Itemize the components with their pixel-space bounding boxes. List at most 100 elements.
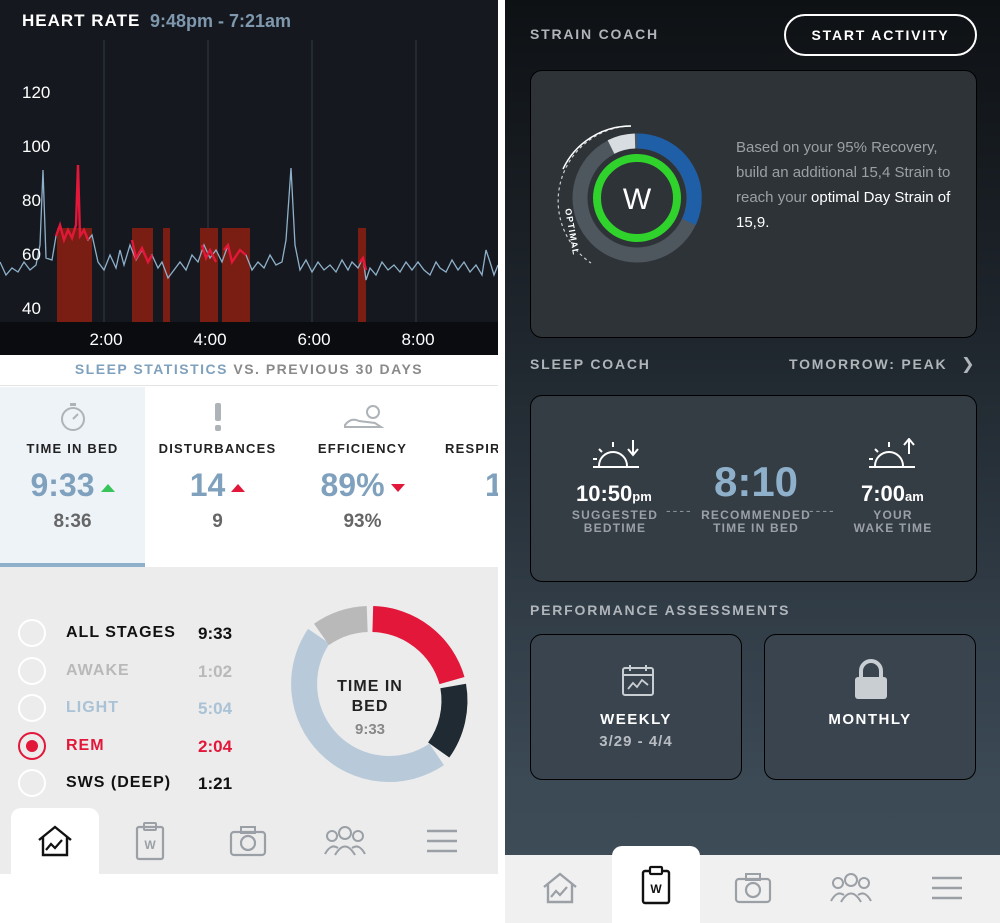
stage-name: REM: [66, 737, 105, 754]
svg-text:W: W: [144, 838, 156, 852]
monthly-title: MONTHLY: [828, 711, 912, 728]
stat-label: EFFICIENCY: [317, 441, 408, 456]
stage-radio[interactable]: [18, 694, 46, 722]
menu-icon: [932, 876, 962, 900]
hr-rem-line: [223, 242, 247, 265]
nav-coach[interactable]: W: [612, 846, 700, 923]
hr-rem-line: [130, 239, 154, 265]
hr-y-tick: 60: [22, 245, 41, 264]
nav-team[interactable]: [807, 855, 895, 921]
stage-light[interactable]: LIGHT 5:04: [18, 694, 258, 724]
hr-x-tick: 8:00: [401, 330, 434, 349]
sleep-coach-card[interactable]: 10:50pm SUGGESTED BEDTIME ---- 8:10 RECOM…: [530, 395, 977, 582]
strain-gauge: W OPTIMAL: [557, 125, 702, 264]
screen-divider: [498, 0, 505, 923]
hr-rem-band: [57, 228, 92, 322]
nav-menu[interactable]: [903, 855, 991, 921]
suggested-bedtime: 10:50pm: [576, 481, 652, 506]
optimal-solid-arc: [562, 125, 632, 170]
nav-coach[interactable]: W: [106, 808, 194, 874]
menu-icon: [427, 829, 457, 853]
stage-radio[interactable]: [18, 657, 46, 685]
lock-icon: [855, 659, 887, 699]
stage-name: LIGHT: [66, 699, 119, 716]
sleep-screen: 120 100 80 60 40 2:00 4:00 6:00 8:00 HEART RATE …: [0, 0, 498, 923]
chevron-right-icon: ❯: [961, 356, 977, 373]
hr-x-tick: 4:00: [193, 330, 226, 349]
stage-rem[interactable]: REM 2:04: [18, 732, 258, 762]
hr-rem-line: [200, 244, 218, 263]
weekly-range: 3/29 - 4/4: [599, 733, 673, 750]
bottom-nav: W: [0, 808, 498, 874]
hr-x-tick: 6:00: [297, 330, 330, 349]
strain-message-target: optimal Day Strain of 15,9.: [736, 189, 951, 231]
tomorrow-peak-link[interactable]: TOMORROW: PEAK ❯: [789, 356, 977, 373]
weekly-title: WEEKLY: [600, 711, 672, 728]
trend-down-icon: [390, 483, 405, 492]
sleep-stats-header: SLEEP STATISTICS VS. PREVIOUS 30 DAYS: [0, 358, 498, 386]
sleep-stats-row[interactable]: TIME IN BED 9:33 8:36 DISTURBANCES 14 9 …: [0, 387, 498, 567]
donut-segment-deep: [427, 683, 468, 758]
hr-y-tick: 80: [22, 191, 41, 210]
optimal-dashed-arc: [557, 125, 632, 264]
strain-coach-card[interactable]: W OPTIMAL Based on your 95% Recovery, bu…: [530, 70, 977, 338]
nav-team[interactable]: [301, 808, 389, 874]
hr-rem-band: [132, 228, 153, 322]
clipboard-icon: W: [641, 865, 671, 904]
monthly-assessment-card[interactable]: MONTHLY: [764, 634, 976, 780]
stage-awake[interactable]: AWAKE 1:02: [18, 657, 258, 687]
stage-name: ALL STAGES: [66, 624, 176, 641]
clipboard-icon: W: [135, 822, 165, 861]
hr-rem-band: [200, 228, 218, 322]
sleep-stats-compare: VS. PREVIOUS 30 DAYS: [227, 361, 424, 377]
trend-up-icon: [231, 483, 246, 492]
sleep-coach-label: SLEEP COACH: [530, 356, 651, 372]
stage-radio[interactable]: [18, 619, 46, 647]
nav-camera[interactable]: [709, 855, 797, 921]
stage-name: AWAKE: [66, 662, 130, 679]
stat-value: 14: [145, 467, 290, 504]
donut-title: TIME IN BED: [337, 678, 403, 715]
trend-up-icon: [100, 483, 115, 492]
stat-efficiency[interactable]: EFFICIENCY 89% 93%: [290, 387, 435, 567]
stat-respiratory[interactable]: RESPIR 1: [435, 387, 498, 567]
stat-disturbances[interactable]: DISTURBANCES 14 9: [145, 387, 290, 567]
recommended-time-label: RECOMMENDED TIME IN BED: [701, 508, 811, 535]
stat-value: 1: [485, 467, 498, 503]
nav-camera[interactable]: [204, 808, 292, 874]
stat-label: TIME IN BED: [26, 441, 119, 456]
calendar-icon: [622, 665, 654, 696]
recommended-time-in-bed: 8:10: [713, 458, 799, 505]
hr-x-axis-band: [0, 322, 498, 355]
donut-segment-light: [291, 628, 444, 782]
nav-home[interactable]: [516, 855, 604, 921]
stat-time-in-bed[interactable]: TIME IN BED 9:33 8:36: [0, 387, 145, 567]
nav-menu[interactable]: [398, 808, 486, 874]
hr-y-tick: 100: [22, 137, 50, 156]
weekly-assessment-card[interactable]: WEEKLY 3/29 - 4/4: [530, 634, 742, 780]
stage-all[interactable]: ALL STAGES 9:33: [18, 619, 258, 649]
stopwatch-icon: [0, 401, 145, 433]
wake-time-label: YOUR WAKE TIME: [853, 508, 933, 535]
stage-time: 9:33: [198, 624, 233, 643]
nav-home[interactable]: [11, 808, 99, 874]
hr-rem-band: [222, 228, 250, 322]
strain-ring-recovery: [636, 133, 702, 226]
bottom-nav: W: [505, 846, 1000, 923]
coach-screen: STRAIN COACH START ACTIVITY W OPTIMAL Ba…: [505, 0, 1000, 923]
divider-dashes: ----: [666, 502, 693, 518]
stat-value: 89%: [290, 467, 435, 504]
stage-radio-selected[interactable]: [18, 732, 46, 760]
stage-sws-deep[interactable]: SWS (DEEP) 1:21: [18, 769, 258, 799]
camera-icon: [734, 873, 772, 904]
hr-y-tick: 120: [22, 83, 50, 102]
donut-value: 9:33: [354, 721, 386, 738]
stat-previous: 9: [212, 511, 223, 532]
start-activity-button[interactable]: START ACTIVITY: [784, 14, 977, 56]
stage-radio[interactable]: [18, 769, 46, 797]
left-bottom-spacer: [0, 874, 498, 923]
heart-rate-time-range: 9:48pm - 7:21am: [150, 11, 292, 31]
camera-icon: [229, 826, 267, 857]
svg-text:W: W: [650, 882, 662, 896]
stat-previous: 93%: [343, 511, 382, 532]
